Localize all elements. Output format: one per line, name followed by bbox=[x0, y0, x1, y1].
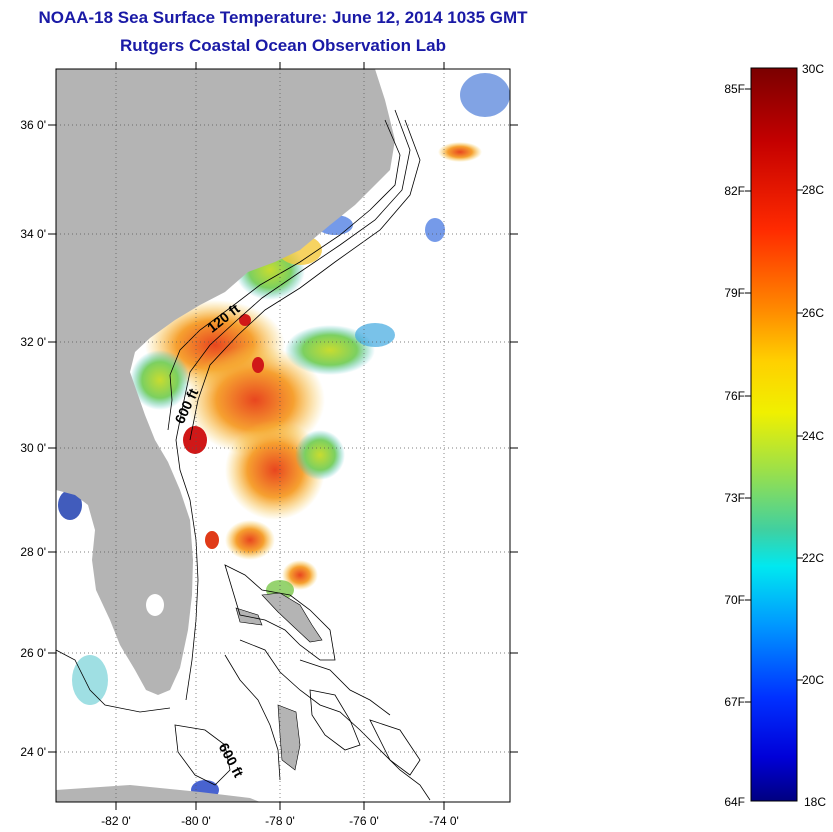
map-title: NOAA-18 Sea Surface Temperature: June 12… bbox=[38, 8, 528, 27]
colorbar-fahrenheit-label: 67F bbox=[724, 695, 745, 709]
colorbar-fahrenheit-label: 64F bbox=[724, 795, 745, 809]
colorbar-ticks bbox=[745, 88, 803, 703]
cuba-land bbox=[56, 785, 260, 802]
lon-tick-label: -74 0' bbox=[429, 814, 459, 828]
sst-data-patches bbox=[58, 73, 510, 800]
lon-tick-label: -76 0' bbox=[349, 814, 379, 828]
lon-tick-label: -78 0' bbox=[265, 814, 295, 828]
colorbar-celsius-label: 18C bbox=[804, 795, 827, 809]
lat-tick-label: 28 0' bbox=[20, 545, 46, 559]
lat-tick-label: 24 0' bbox=[20, 745, 46, 759]
colorbar-celsius-label: 22C bbox=[802, 551, 825, 565]
lat-tick-label: 36 0' bbox=[20, 118, 46, 132]
colorbar-celsius-label: 30C bbox=[802, 62, 825, 76]
lake-okeechobee bbox=[146, 594, 164, 616]
lon-tick-label: -82 0' bbox=[101, 814, 131, 828]
lon-tick-label: -80 0' bbox=[181, 814, 211, 828]
lat-tick-label: 34 0' bbox=[20, 227, 46, 241]
colorbar-fahrenheit-label: 76F bbox=[724, 389, 745, 403]
colorbar-celsius-label: 28C bbox=[802, 183, 825, 197]
colorbar-fahrenheit-label: 70F bbox=[724, 593, 745, 607]
map-frame bbox=[55, 68, 511, 803]
lat-tick-label: 26 0' bbox=[20, 646, 46, 660]
land-mainland bbox=[56, 69, 395, 695]
bathymetry-contours bbox=[56, 109, 431, 801]
colorbar bbox=[750, 67, 798, 802]
map-subtitle: Rutgers Coastal Ocean Observation Lab bbox=[120, 36, 446, 55]
axis-ticks bbox=[48, 62, 518, 810]
colorbar-fahrenheit-label: 85F bbox=[724, 82, 745, 96]
colorbar-fahrenheit-label: 79F bbox=[724, 286, 745, 300]
colorbar-celsius-label: 24C bbox=[802, 429, 825, 443]
colorbar-fahrenheit-label: 73F bbox=[724, 491, 745, 505]
colorbar-celsius-label: 20C bbox=[802, 673, 825, 687]
lat-tick-label: 30 0' bbox=[20, 441, 46, 455]
colorbar-celsius-label: 26C bbox=[802, 306, 825, 320]
colorbar-fahrenheit-label: 82F bbox=[724, 184, 745, 198]
lat-tick-label: 32 0' bbox=[20, 335, 46, 349]
